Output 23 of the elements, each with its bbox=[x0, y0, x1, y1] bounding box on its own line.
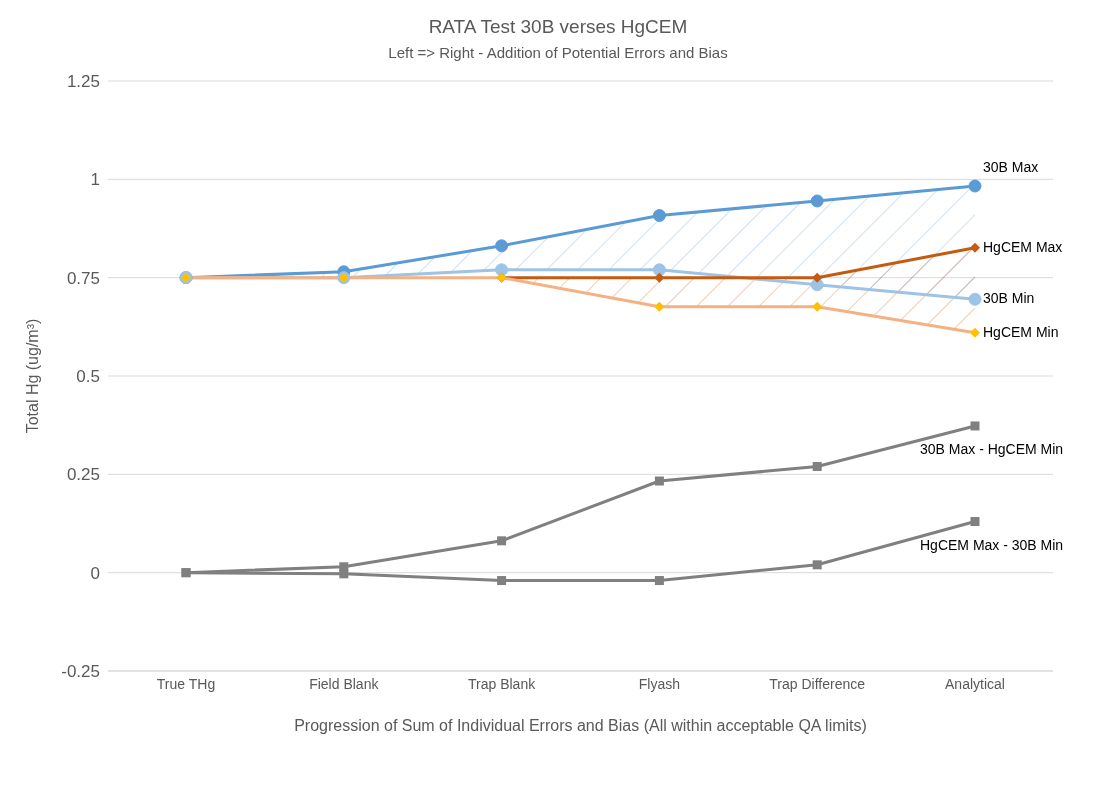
y-tick-label: 0.75 bbox=[66, 268, 100, 288]
y-tick-label: 0.5 bbox=[76, 367, 100, 387]
y-tick-label: 1.25 bbox=[66, 72, 100, 92]
series-label: 30B Max bbox=[983, 159, 1039, 176]
x-tick-label: True THg bbox=[156, 675, 216, 692]
x-tick-label: Field Blank bbox=[309, 675, 380, 692]
y-tick-label: 0.25 bbox=[66, 465, 100, 485]
series-label: HgCEM Min bbox=[983, 323, 1059, 340]
chart-title: RATA Test 30B verses HgCEM bbox=[427, 16, 689, 38]
series-label: 30B Max - HgCEM Min bbox=[920, 440, 1064, 457]
x-axis-title: Progression of Sum of Individual Errors and Bias (All within acceptable QA limits) bbox=[294, 717, 867, 734]
y-tick-label: 0 bbox=[90, 563, 100, 583]
series-label: HgCEM Max bbox=[983, 238, 1063, 255]
y-tick-label: -0.25 bbox=[61, 662, 100, 682]
series-label: 30B Min bbox=[983, 290, 1035, 307]
x-tick-label: Flyash bbox=[638, 675, 681, 692]
y-axis-title: Total Hg (ug/m³) bbox=[23, 318, 41, 434]
x-tick-label: Trap Difference bbox=[769, 675, 866, 692]
x-tick-label: Analytical bbox=[945, 675, 1005, 692]
series-label: HgCEM Max - 30B Min bbox=[920, 536, 1064, 553]
chart-subtitle: Left => Right - Addition of Potential Errors and Bias bbox=[387, 44, 729, 61]
x-tick-label: Trap Blank bbox=[468, 675, 537, 692]
y-tick-label: 1 bbox=[90, 170, 100, 190]
